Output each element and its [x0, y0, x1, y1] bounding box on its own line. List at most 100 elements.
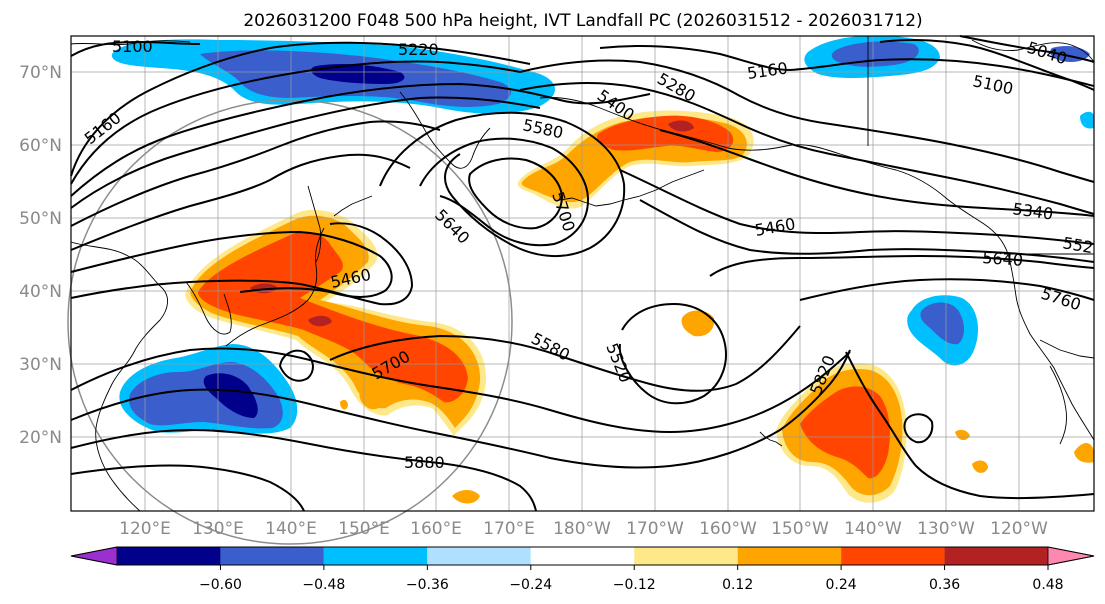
- colorbar-segment: [117, 547, 221, 565]
- colorbar-segment: [323, 547, 428, 565]
- colorbar-tick-label: −0.36: [406, 577, 449, 593]
- ivt-negative-ne-light: [1080, 111, 1094, 129]
- ivt-positive-small-d: [972, 460, 988, 473]
- map-panel: 5100 5220 5160 5160 5040 5100 5280 5400 …: [67, 35, 1095, 545]
- ivt-negative-anomalies: [111, 35, 1094, 434]
- contour-5700-south: [70, 347, 851, 434]
- contour-5220: [70, 60, 521, 185]
- coast-hawaii: [759, 431, 783, 447]
- contour-5100-west: [70, 40, 201, 57]
- colorbar-extend-low: [70, 546, 118, 566]
- lon-label-130w: 130°W: [917, 519, 975, 539]
- coast-kuril-chain: [333, 195, 373, 217]
- contour-552x-east: [639, 199, 1095, 263]
- colorbar-tick-label: −0.24: [509, 577, 552, 593]
- graticule: [71, 36, 1094, 511]
- colorbar-tick-label: 0.24: [826, 577, 857, 593]
- colorbar-segment: [634, 547, 738, 565]
- coast-north-america-west: [1007, 253, 1095, 441]
- ivt-negative-china-dark: [203, 373, 258, 418]
- ivt-positive-small-c: [955, 429, 970, 441]
- lon-label-170w: 170°W: [626, 519, 684, 539]
- contour-b1: [70, 222, 414, 306]
- colorbar-extend-high: [1047, 546, 1095, 566]
- contour-5280: [519, 59, 1095, 183]
- contour-a3: [70, 120, 441, 227]
- contour-low-japan: [278, 349, 314, 382]
- colorbar-segment: [944, 547, 1048, 565]
- contour-a2: [70, 96, 541, 209]
- contour-5760-east: [799, 278, 1095, 301]
- coast-alaska: [539, 97, 1009, 255]
- ivt-positive-small-b: [681, 310, 715, 337]
- contour-5640-loop: [419, 137, 590, 247]
- lon-label-130e: 130°E: [192, 519, 244, 539]
- height-contours: [70, 35, 1095, 512]
- lon-label-120w: 120°W: [990, 519, 1048, 539]
- longitude-labels: 120°E 130°E 140°E 150°E 160°E 170°E 180°…: [119, 519, 1048, 539]
- ivt-positive-small-a: [359, 387, 385, 410]
- contour-5820: [70, 349, 851, 469]
- contour-5700-inner: [468, 157, 564, 230]
- colorbar-outline: [70, 546, 1095, 566]
- coast-siberia: [70, 40, 191, 46]
- coast-korea: [185, 281, 232, 335]
- colorbar-segments: [70, 546, 1095, 566]
- contour-label: 5220: [398, 40, 439, 59]
- lon-label-150e: 150°E: [338, 519, 390, 539]
- lon-label-140w: 140°W: [844, 519, 902, 539]
- contour-5340: [659, 129, 1095, 217]
- contour-low-hawaii: [903, 413, 934, 444]
- lat-label-40n: 40°N: [19, 282, 62, 302]
- lon-label-140e: 140°E: [265, 519, 317, 539]
- lat-label-70n: 70°N: [19, 63, 62, 83]
- ivt-negative-ca-mid: [920, 302, 964, 345]
- contour-5580-mid: [329, 325, 801, 392]
- contour-5520-low: [618, 302, 727, 405]
- lon-label-180w: 180°W: [553, 519, 611, 539]
- contour-label: 5100: [112, 37, 153, 56]
- contour-5880: [70, 428, 537, 512]
- contour-south-c1: [70, 464, 305, 512]
- contour-a1: [70, 82, 651, 197]
- coast-baja: [1049, 365, 1067, 445]
- colorbar-segment: [530, 547, 635, 565]
- contour-south-c2: [845, 351, 1095, 500]
- coast-east-asia: [70, 241, 168, 512]
- ivt-negative-arctic-dark: [311, 64, 405, 84]
- contour-a4: [70, 153, 411, 251]
- ivt-negative-nw-mid: [831, 41, 919, 67]
- colorbar-tick-label: −0.48: [302, 577, 345, 593]
- contour-5160-north: [599, 45, 1095, 87]
- lat-label-30n: 30°N: [19, 355, 62, 375]
- contour-5640-east: [709, 254, 1095, 277]
- ivt-positive-hawaii-red: [800, 386, 890, 479]
- border-us-mexico: [1039, 339, 1095, 359]
- range-circle: [67, 99, 513, 545]
- lon-label-160e: 160°E: [410, 519, 462, 539]
- ivt-positive-asia-dark2: [308, 315, 332, 327]
- coast-kamchatka: [399, 91, 491, 169]
- lon-label-170e: 170°E: [483, 519, 535, 539]
- colorbar-segment: [427, 547, 531, 565]
- lat-label-60n: 60°N: [19, 136, 62, 156]
- lat-label-50n: 50°N: [19, 209, 62, 229]
- colorbar: −0.60 −0.48 −0.36 −0.24 −0.12 0.12 0.24 0.36 0.4…: [70, 546, 1095, 593]
- latitude-labels: 70°N 60°N 50°N 40°N 30°N 20°N: [19, 63, 62, 448]
- contour-5100-north: [879, 39, 1095, 91]
- colorbar-segment: [841, 547, 945, 565]
- contour-5400: [519, 81, 1095, 215]
- colorbar-tick-label: −0.12: [613, 577, 656, 593]
- contour-label: 5640: [982, 248, 1024, 270]
- coast-arctic-canada: [971, 39, 1095, 63]
- coast-sakhalin: [307, 185, 322, 263]
- figure-title: 2026031200 F048 500 hPa height, IVT Land…: [243, 11, 922, 31]
- colorbar-tick-label: 0.12: [722, 577, 753, 593]
- ivt-positive-gulf-red: [596, 115, 734, 152]
- ivt-positive-small-g: [340, 399, 348, 410]
- contour-5160-west: [70, 41, 531, 177]
- contour-5460-east: [619, 169, 1095, 245]
- colorbar-tick-label: 0.48: [1032, 577, 1063, 593]
- ivt-positive-small-e: [1074, 443, 1094, 463]
